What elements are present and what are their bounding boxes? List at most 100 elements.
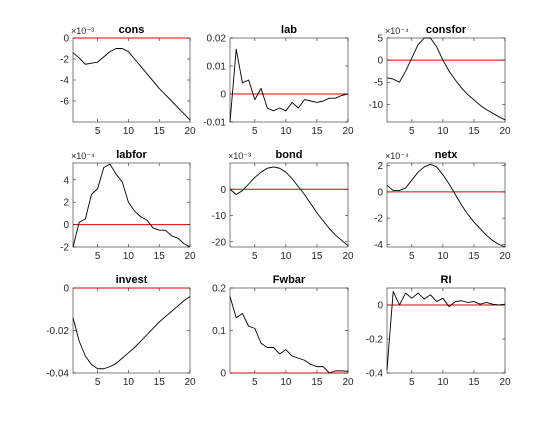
y-tick-label: -5 <box>374 78 383 89</box>
y-tick-label: -20 <box>212 237 227 248</box>
x-tick-label: 20 <box>499 251 511 262</box>
y-tick-label: -0.04 <box>46 369 69 380</box>
plot-frame <box>72 287 191 374</box>
y-tick-label: 4 <box>63 175 69 186</box>
x-tick-label: 15 <box>468 126 480 137</box>
axis-exponent-label: ×10⁻³ <box>228 151 251 161</box>
x-tick-label: 10 <box>437 377 449 388</box>
x-tick-label: 5 <box>252 126 258 137</box>
x-tick-label: 15 <box>154 377 166 388</box>
y-tick-label: -10 <box>212 211 227 222</box>
series-line <box>72 163 191 248</box>
x-tick-label: 20 <box>184 251 196 262</box>
x-tick-label: 15 <box>468 251 480 262</box>
subplot-consfor: 5 10 15 20 5 0 -5 -10 consfor ×10⁻⁴ <box>369 24 511 137</box>
x-tick-label: 5 <box>95 377 101 388</box>
x-tick-label: 10 <box>280 377 292 388</box>
plot-frame <box>386 37 506 123</box>
y-tick-label: -4 <box>60 76 69 87</box>
y-tick-label: 0 <box>220 369 226 380</box>
x-tick-label: 5 <box>409 377 415 388</box>
y-tick-label: 0 <box>377 301 383 312</box>
y-tick-label: 0 <box>63 284 69 295</box>
subplot-ri: 5 10 15 20 0 -0.2 -0.4 RI <box>366 274 511 388</box>
x-tick-label: 5 <box>252 377 258 388</box>
x-tick-label: 5 <box>409 126 415 137</box>
x-tick-label: 20 <box>342 251 354 262</box>
series-line <box>72 296 191 370</box>
plot-frame <box>72 37 191 123</box>
y-tick-label: 0.01 <box>207 62 227 73</box>
x-tick-label: 10 <box>437 251 449 262</box>
axis-exponent-label: ×10⁻⁴ <box>385 26 409 36</box>
x-tick-label: 10 <box>280 251 292 262</box>
y-tick-label: -10 <box>369 100 384 111</box>
x-tick-label: 5 <box>252 251 258 262</box>
subplot-title: labfor <box>116 149 147 161</box>
x-tick-label: 5 <box>409 251 415 262</box>
subplot-title: consfor <box>426 24 467 36</box>
plot-frame <box>72 162 191 248</box>
y-tick-label: -2 <box>60 243 69 254</box>
plot-frame <box>229 287 349 374</box>
y-tick-label: -0.2 <box>366 335 384 346</box>
plot-frame <box>229 162 349 248</box>
series-line <box>72 48 191 121</box>
series-line <box>386 37 506 121</box>
y-tick-label: 0.2 <box>212 284 226 295</box>
x-tick-label: 15 <box>311 377 323 388</box>
subplot-bond: 5 10 15 20 0 -10 -20 bond ×10⁻³ <box>212 149 354 262</box>
axis-exponent-label: ×10⁻⁴ <box>71 151 95 161</box>
y-tick-label: 0 <box>63 34 69 45</box>
y-tick-label: 0 <box>220 185 226 196</box>
subplot-title: netx <box>435 149 459 161</box>
x-tick-label: 10 <box>437 126 449 137</box>
x-tick-label: 5 <box>95 251 101 262</box>
subplot-title: RI <box>441 274 452 286</box>
x-tick-label: 15 <box>311 126 323 137</box>
plot-frame <box>386 287 506 374</box>
series-line <box>386 290 506 370</box>
series-line <box>229 166 349 247</box>
x-tick-label: 15 <box>154 251 166 262</box>
y-tick-label: -4 <box>374 240 383 251</box>
subplot-title: bond <box>276 149 303 161</box>
y-tick-label: 2 <box>63 198 69 209</box>
series-line <box>229 296 349 374</box>
y-tick-label: 0 <box>377 187 383 198</box>
subplot-title: invest <box>116 274 148 286</box>
y-tick-label: 5 <box>377 34 383 45</box>
series-line <box>386 163 506 248</box>
x-tick-label: 20 <box>499 377 511 388</box>
y-tick-label: -2 <box>60 55 69 66</box>
x-tick-label: 20 <box>184 126 196 137</box>
plot-frame <box>229 37 349 123</box>
x-tick-label: 10 <box>123 126 135 137</box>
y-tick-label: 0 <box>220 90 226 101</box>
subplot-title: cons <box>119 24 145 36</box>
subplot-cons: 5 10 15 20 0 -2 -4 -6 cons ×10⁻³ <box>60 24 196 137</box>
subplot-title: Fwbar <box>273 274 306 286</box>
y-tick-label: -6 <box>60 97 69 108</box>
y-tick-label: -0.4 <box>366 369 384 380</box>
x-tick-label: 15 <box>468 377 480 388</box>
x-tick-label: 20 <box>184 377 196 388</box>
x-tick-label: 10 <box>123 251 135 262</box>
x-tick-label: 5 <box>95 126 101 137</box>
y-tick-label: -0.02 <box>46 326 69 337</box>
x-tick-label: 20 <box>499 126 511 137</box>
x-tick-label: 10 <box>280 126 292 137</box>
y-tick-label: -0.01 <box>203 118 226 129</box>
x-tick-label: 15 <box>154 126 166 137</box>
y-tick-label: 0 <box>63 220 69 231</box>
x-tick-label: 15 <box>311 251 323 262</box>
plot-frame <box>386 162 506 248</box>
y-tick-label: 2 <box>377 161 383 172</box>
y-tick-label: 0.1 <box>212 326 226 337</box>
subplot-title: lab <box>281 24 297 36</box>
y-tick-label: 0.02 <box>207 34 227 45</box>
